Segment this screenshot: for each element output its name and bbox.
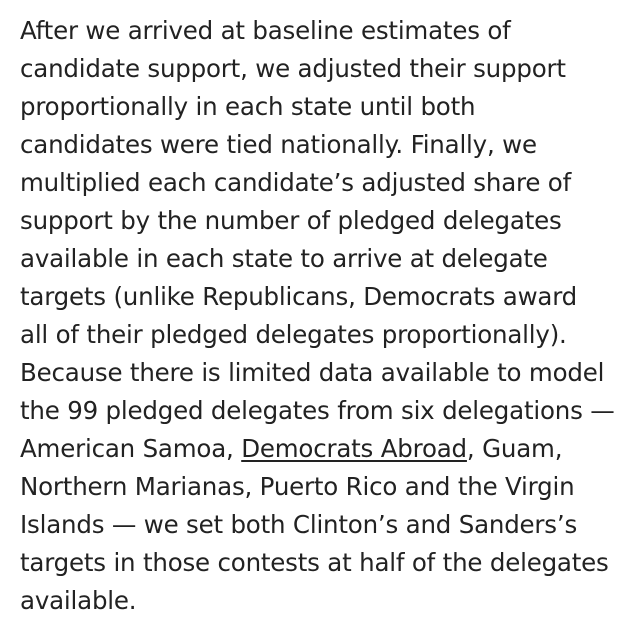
paragraph-line-with-link: American Samoa, Democrats Abroad, Guam,: [20, 430, 621, 468]
paragraph-line: Islands — we set both Clinton’s and Sand…: [20, 510, 578, 539]
paragraph-line: Because there is limited data available …: [20, 358, 605, 387]
paragraph-line: candidate support, we adjusted their sup…: [20, 54, 566, 83]
line-text-after-link: , Guam,: [466, 434, 563, 463]
paragraph-line: proportionally in each state until both: [20, 92, 476, 121]
paragraph-line: available.: [20, 586, 137, 615]
paragraph-line: targets (unlike Republicans, Democrats a…: [20, 282, 578, 311]
paragraph-line: After we arrived at baseline estimates o…: [20, 16, 511, 45]
paragraph-line: candidates were tied nationally. Finally…: [20, 130, 537, 159]
paragraph-line: multiplied each candidate’s adjusted sha…: [20, 168, 572, 197]
paragraph-line: the 99 pledged delegates from six delega…: [20, 396, 615, 425]
article-paragraph: After we arrived at baseline estimates o…: [20, 12, 621, 620]
democrats-abroad-link[interactable]: Democrats Abroad: [241, 434, 467, 463]
line-text-before-link: American Samoa,: [20, 434, 242, 463]
paragraph-line: available in each state to arrive at del…: [20, 244, 548, 273]
paragraph-line: Northern Marianas, Puerto Rico and the V…: [20, 472, 575, 501]
paragraph-line: targets in those contests at half of the…: [20, 548, 609, 577]
paragraph-line: support by the number of pledged delegat…: [20, 206, 562, 235]
paragraph-line: all of their pledged delegates proportio…: [20, 320, 567, 349]
